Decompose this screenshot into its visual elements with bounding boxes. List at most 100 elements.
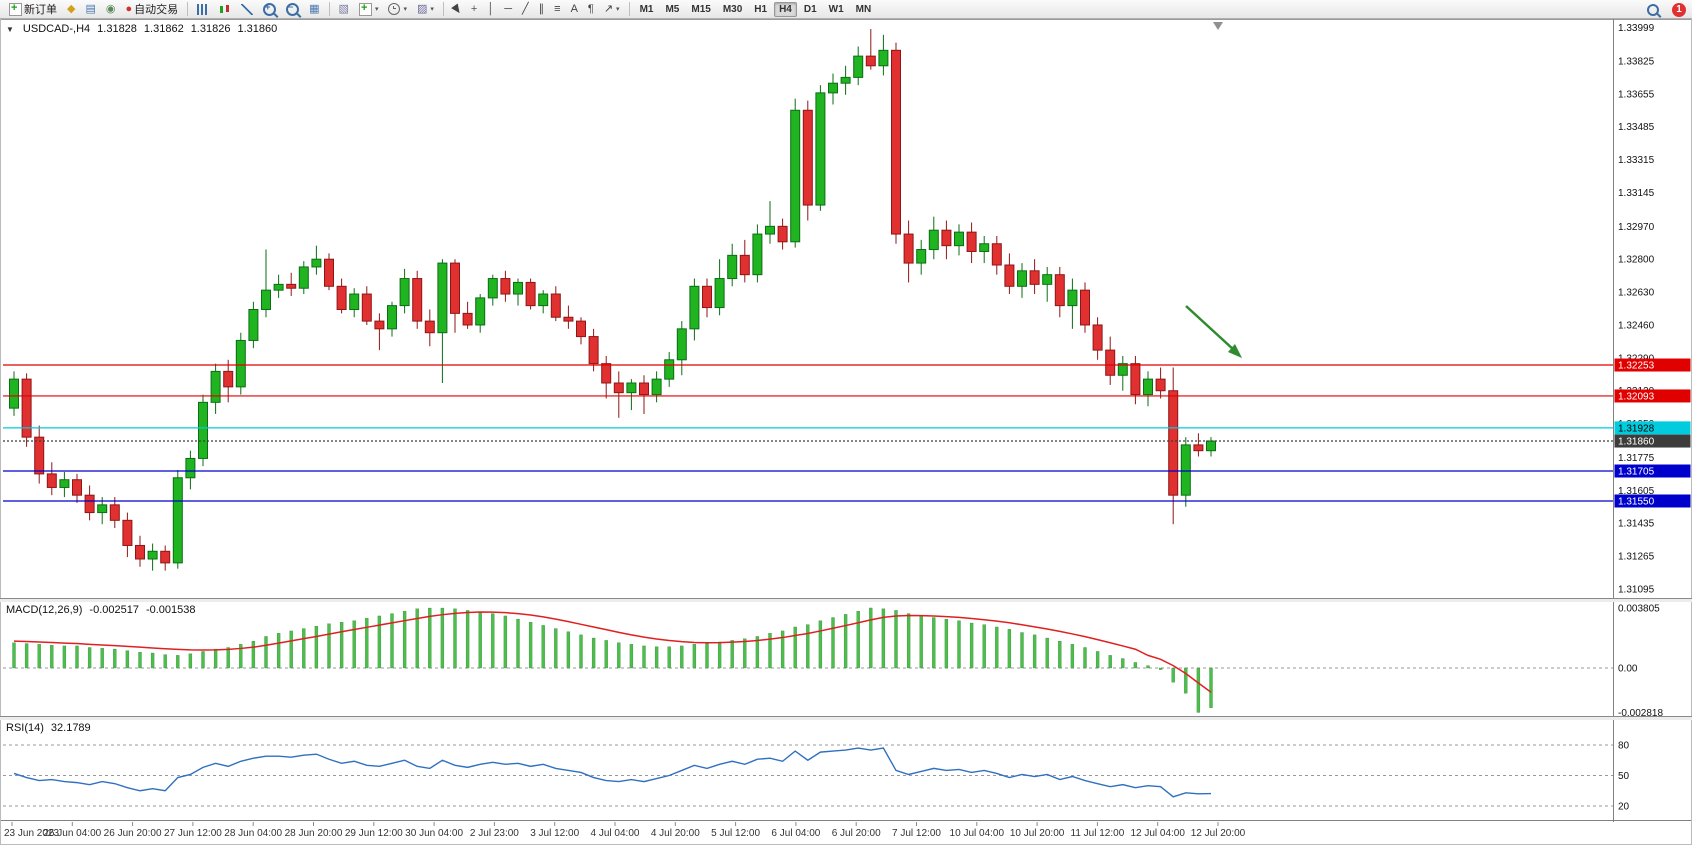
symbol-period-label: USDCAD-,H4 [22,23,91,35]
candle-body [651,378,662,396]
candle-body [462,312,473,326]
candle-body [34,436,45,475]
price-axis-label: 1.32630 [1618,288,1655,299]
text-button[interactable]: A [567,0,582,19]
candle-body [1117,363,1128,376]
rsi-panel-splitter[interactable] [0,716,1692,720]
timeframe-button-m1[interactable]: M1 [639,3,654,15]
candle-body [790,109,801,243]
trend-arrow[interactable] [1185,305,1242,358]
zoom-out-icon [286,2,300,16]
chart-shift-marker-icon[interactable] [1213,22,1223,30]
time-axis-label: 5 Jul 12:00 [711,828,760,839]
templates-button[interactable]: ▨ ▾ [413,0,438,19]
arrange-windows-button[interactable]: ▧ [335,0,353,19]
candle-body [601,363,612,384]
price-tag-label: 1.31860 [1618,437,1655,448]
timeframe-button-m5[interactable]: M5 [665,3,680,15]
candle-body [1193,444,1204,452]
new-order-button-label: 新订单 [24,4,57,16]
candle-body [210,370,221,403]
hline-button[interactable]: ─ [500,0,516,19]
candle-body [59,479,70,488]
label-button[interactable]: ¶ [584,0,598,19]
price-tag-1.31860[interactable] [1614,434,1691,448]
search-button[interactable] [1643,0,1663,19]
candle-body [450,262,460,314]
candle-body [1042,274,1053,285]
new-order-button[interactable]: 新订单 [5,0,61,19]
timeframe-button-mn[interactable]: MN [855,3,872,15]
metaeditor-button[interactable]: ◆ [63,0,79,19]
timeframe-button-d1[interactable]: D1 [803,3,817,15]
arrows-button[interactable]: ↗ ▾ [600,0,624,19]
price-axis-label: 1.33655 [1618,89,1655,100]
timeframe-button-m30[interactable]: M30 [722,3,743,15]
time-axis-label: 12 Jul 04:00 [1130,828,1185,839]
candle-chart-button[interactable] [215,0,235,19]
macd-axis-label: -0.002818 [1618,708,1663,719]
crosshair-button[interactable]: + [467,0,481,19]
ohlc-open: 1.31828 [97,23,137,35]
charts-button[interactable]: ▤ [81,0,99,19]
periods-icon [388,3,401,15]
trendline-button[interactable]: ╱ [518,0,533,19]
vline-button[interactable]: │ [483,0,498,19]
candle-body [878,49,889,67]
cursor-button[interactable] [449,0,465,19]
candle-body [437,262,448,334]
candle-body [739,254,750,276]
price-axis-label: 1.33825 [1618,56,1655,67]
macd-main-value: -0.002517 [89,604,139,616]
timeframe-button-h4[interactable]: H4 [774,1,797,17]
tile-windows-button[interactable]: ▦ [305,0,323,19]
indicators-button[interactable]: ▾ [355,0,383,19]
chart-background [0,19,1692,845]
notification-badge[interactable]: 1 [1672,2,1686,17]
time-axis-label: 12 Jul 20:00 [1191,828,1246,839]
candle-body [349,293,360,310]
search-icon [1647,3,1659,16]
candle-body [399,278,410,307]
price-tag-label: 1.31550 [1618,496,1655,507]
candle-body [979,243,990,252]
timeframe-button-h1[interactable]: H1 [754,3,768,15]
price-tag-1.31705[interactable] [1614,464,1691,478]
price-tag-1.31928[interactable] [1614,421,1691,435]
candle-body [752,233,763,276]
candle-body [928,229,939,251]
macd-panel-splitter[interactable] [0,598,1692,602]
candle-body [324,258,334,287]
rsi-axis-label: 80 [1618,740,1630,751]
candle-body [248,308,259,341]
price-axis-label: 1.33999 [1618,23,1655,34]
time-axis-label: 30 Jun 04:00 [405,828,463,839]
time-axis-label: 2 Jul 23:00 [470,828,519,839]
channel-button[interactable]: ∥ [535,0,549,19]
price-tag-1.31550[interactable] [1614,494,1691,508]
channel-icon: ∥ [538,2,545,15]
price-tag-1.32093[interactable] [1614,389,1691,403]
time-axis-label: 6 Jul 20:00 [832,828,881,839]
candle-body [1080,289,1090,326]
fibo-button[interactable]: ≡ [550,0,564,19]
candle-body [286,283,297,289]
data-window-button[interactable]: ◉ [102,0,120,19]
timeframe-button-w1[interactable]: W1 [828,3,844,15]
price-tag-label: 1.31928 [1618,423,1655,434]
price-tag-1.32253[interactable] [1614,358,1691,372]
line-chart-button[interactable] [237,0,257,19]
zoom-out-button[interactable] [282,0,303,19]
candle-body [1105,349,1116,376]
timeframe-button-m15[interactable]: M15 [691,3,711,15]
candle-body [765,225,775,235]
candle-body [689,285,700,330]
bar-chart-button[interactable] [193,0,213,19]
candle-body [387,305,397,330]
bar-chart-icon [197,3,210,15]
periods-button[interactable]: ▾ [384,0,411,19]
line-chart-icon [241,3,254,15]
zoom-in-button[interactable] [259,0,280,19]
autotrading-button[interactable]: ● 自动交易 [121,0,182,19]
